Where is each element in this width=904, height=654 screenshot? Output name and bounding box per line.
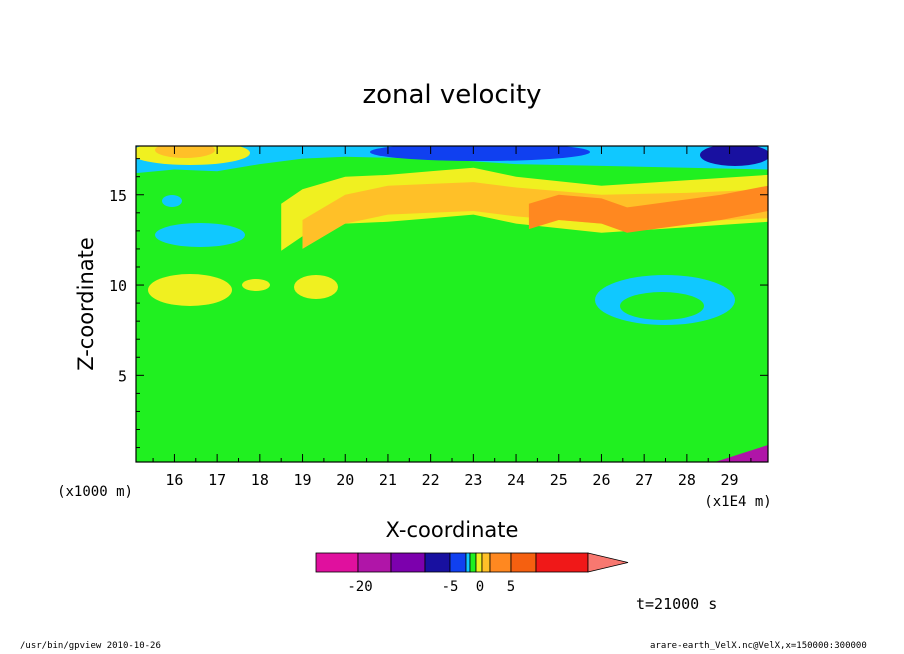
y-tick-label: 10: [109, 277, 127, 295]
colorbar-segment: [535, 552, 589, 573]
x-tick-label: 20: [336, 471, 354, 489]
y-tick-label: 5: [118, 367, 127, 385]
footer-right: arare-earth_VelX.nc@VelX,x=150000:300000: [650, 641, 867, 651]
contour-blob-green-right: [620, 292, 704, 320]
contour-blob-bottom-right: [715, 445, 768, 462]
contour-blob-top-blue: [370, 146, 590, 161]
x-tick-label: 24: [507, 471, 525, 489]
colorbar-label: 0: [476, 579, 484, 595]
colorbar-segment: [469, 552, 477, 573]
colorbar-segment: [424, 552, 451, 573]
colorbar-segment: [475, 552, 483, 573]
y-tick-label: 15: [109, 187, 127, 205]
contour-bands: [136, 156, 768, 462]
x-tick-label: 25: [550, 471, 568, 489]
colorbar-label: -20: [347, 579, 372, 595]
x-tick-label: 23: [464, 471, 482, 489]
x-tick-label: 28: [678, 471, 696, 489]
contour-blob-cyan-left: [162, 195, 182, 207]
colorbar-segment: [489, 552, 512, 573]
x-tick-label: 21: [379, 471, 397, 489]
chart-title: zonal velocity: [362, 80, 541, 110]
x-axis-ticks: 16 17 18 19 20 21 22 23 24 25 26 27 28 29: [152, 146, 752, 489]
time-label: t=21000 s: [636, 595, 718, 613]
contour-blob-yellow-a: [148, 274, 232, 306]
contour-blob-yellow-c: [294, 275, 338, 299]
x-tick-label: 27: [635, 471, 653, 489]
x-tick-label: 22: [422, 471, 440, 489]
x-tick-label: 19: [294, 471, 312, 489]
colorbar-segment: [481, 552, 491, 573]
colorbar-segment: [315, 552, 359, 573]
colorbar-segment: [390, 552, 426, 573]
contour-blob-top-left-orange: [155, 146, 215, 158]
contour-band-7: [528, 185, 768, 233]
colorbar-labels: -20 -5 0 5: [347, 579, 515, 595]
colorbar-segment: [465, 552, 471, 573]
x-unit-right: (x1E4 m): [704, 494, 771, 510]
y-axis-label: Z-coordinate: [74, 237, 98, 371]
colorbar-arrow: [587, 552, 629, 573]
x-unit-left: (x1000 m): [57, 484, 133, 500]
footer-left: /usr/bin/gpview 2010-10-26: [20, 641, 161, 651]
x-axis-label: X-coordinate: [386, 518, 519, 542]
contour-blob-top-right-navy: [700, 146, 768, 166]
y-axis-ticks: 5 10 15: [109, 158, 768, 449]
contour-blob-cyan-mid: [155, 223, 245, 247]
x-tick-label: 16: [165, 471, 183, 489]
colorbar-label: 5: [507, 579, 515, 595]
x-tick-label: 26: [592, 471, 610, 489]
contour-blob-yellow-b: [242, 279, 270, 291]
colorbar: [315, 552, 629, 573]
contour-blobs: [136, 146, 768, 462]
colorbar-segment: [449, 552, 467, 573]
x-tick-label: 18: [251, 471, 269, 489]
x-tick-label: 29: [721, 471, 739, 489]
colorbar-segment: [510, 552, 537, 573]
x-tick-label: 17: [208, 471, 226, 489]
colorbar-segment: [357, 552, 392, 573]
colorbar-label: -5: [442, 579, 459, 595]
